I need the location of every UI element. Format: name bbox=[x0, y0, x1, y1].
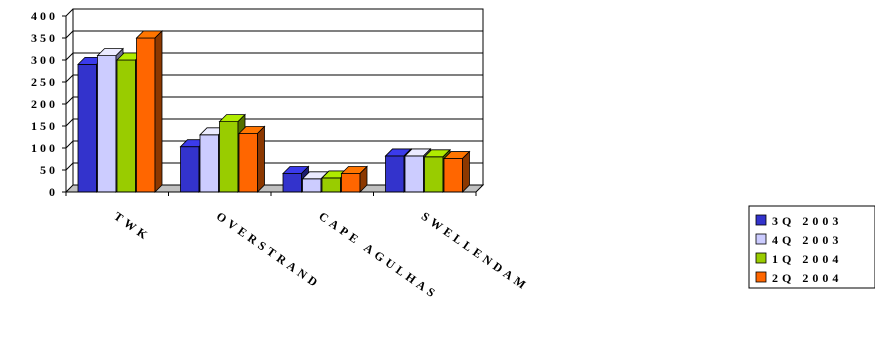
legend: 3Q 2003 4Q 2003 1Q 2004 2Q 2004 bbox=[748, 205, 875, 289]
y-tick-label: 400 bbox=[31, 9, 58, 23]
legend-label: 4Q 2003 bbox=[772, 233, 842, 247]
x-tick-label: CAPE AGULHAS bbox=[316, 209, 441, 302]
y-tick-label: 250 bbox=[31, 75, 58, 89]
x-tick-label: SWELLENDAM bbox=[419, 209, 532, 294]
legend-swatch bbox=[755, 233, 767, 245]
legend-swatch bbox=[755, 271, 767, 283]
y-tick-label: 150 bbox=[31, 119, 58, 133]
y-axis: 0 50 100 150 200 250 300 350 400 bbox=[31, 9, 67, 199]
bar bbox=[135, 30, 163, 193]
legend-item: 4Q 2003 bbox=[755, 233, 842, 247]
gridline bbox=[65, 118, 74, 127]
bar bbox=[443, 150, 471, 193]
y-tick-label: 0 bbox=[49, 185, 58, 199]
y-tick-label: 50 bbox=[40, 163, 58, 177]
gridline bbox=[65, 162, 74, 171]
legend-label: 3Q 2003 bbox=[772, 214, 842, 228]
gridline bbox=[65, 52, 74, 61]
y-tick-label: 200 bbox=[31, 97, 58, 111]
gridline bbox=[65, 96, 74, 105]
bar bbox=[238, 125, 266, 193]
x-tick-label: OVERSTRAND bbox=[214, 209, 324, 292]
legend-box bbox=[748, 205, 875, 289]
gridline bbox=[65, 30, 74, 39]
legend-item: 3Q 2003 bbox=[755, 214, 842, 228]
gridline bbox=[65, 140, 74, 149]
y-tick-label: 350 bbox=[31, 31, 58, 45]
gridline bbox=[65, 8, 74, 17]
legend-swatch bbox=[755, 252, 767, 264]
gridline bbox=[65, 74, 74, 83]
bar bbox=[340, 165, 368, 193]
x-tick-label: TWK bbox=[111, 209, 153, 244]
plot-area bbox=[64, 8, 485, 193]
legend-label: 2Q 2004 bbox=[772, 271, 842, 285]
legend-item: 1Q 2004 bbox=[755, 252, 842, 266]
y-tick-label: 100 bbox=[31, 141, 58, 155]
legend-item: 2Q 2004 bbox=[755, 271, 842, 285]
y-tick-label: 300 bbox=[31, 53, 58, 67]
legend-label: 1Q 2004 bbox=[772, 252, 842, 266]
legend-swatch bbox=[755, 214, 767, 226]
